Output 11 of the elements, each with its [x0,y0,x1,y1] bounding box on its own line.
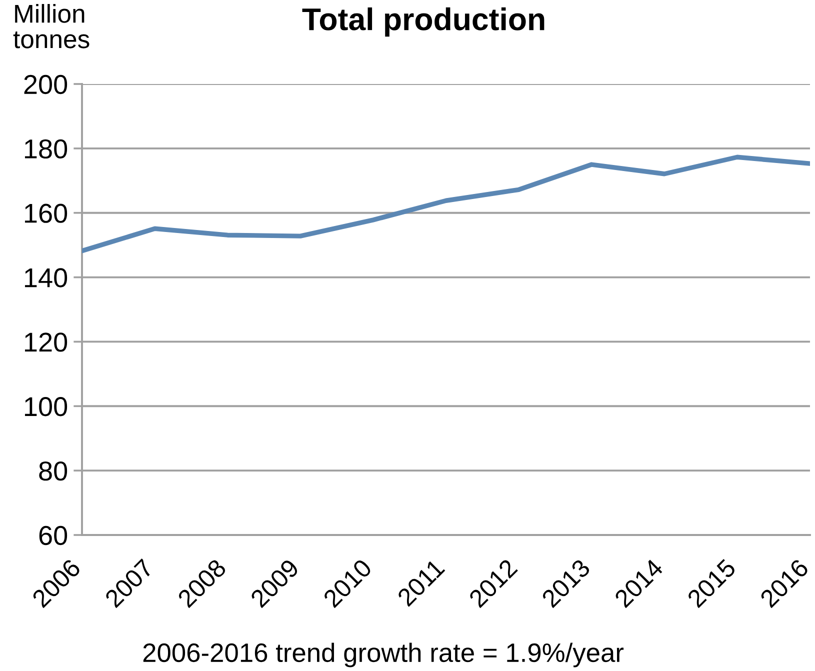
chart-title: Total production [302,7,544,37]
y-tick-label: 200 [24,74,68,94]
y-tick-label: 140 [24,268,68,288]
y-tick-label: 160 [24,204,68,223]
text: 2006-2016 trend growth rate = 1.9%/year [143,642,624,668]
y-tick-label: 120 [24,332,68,352]
y-tick-label: 80 [39,461,68,481]
y-tick-label: 60 [39,526,68,546]
y-axis-title: Million tonnes [13,4,90,48]
y-tick-label: 100 [24,397,68,416]
y-tick-label: 180 [24,139,68,159]
